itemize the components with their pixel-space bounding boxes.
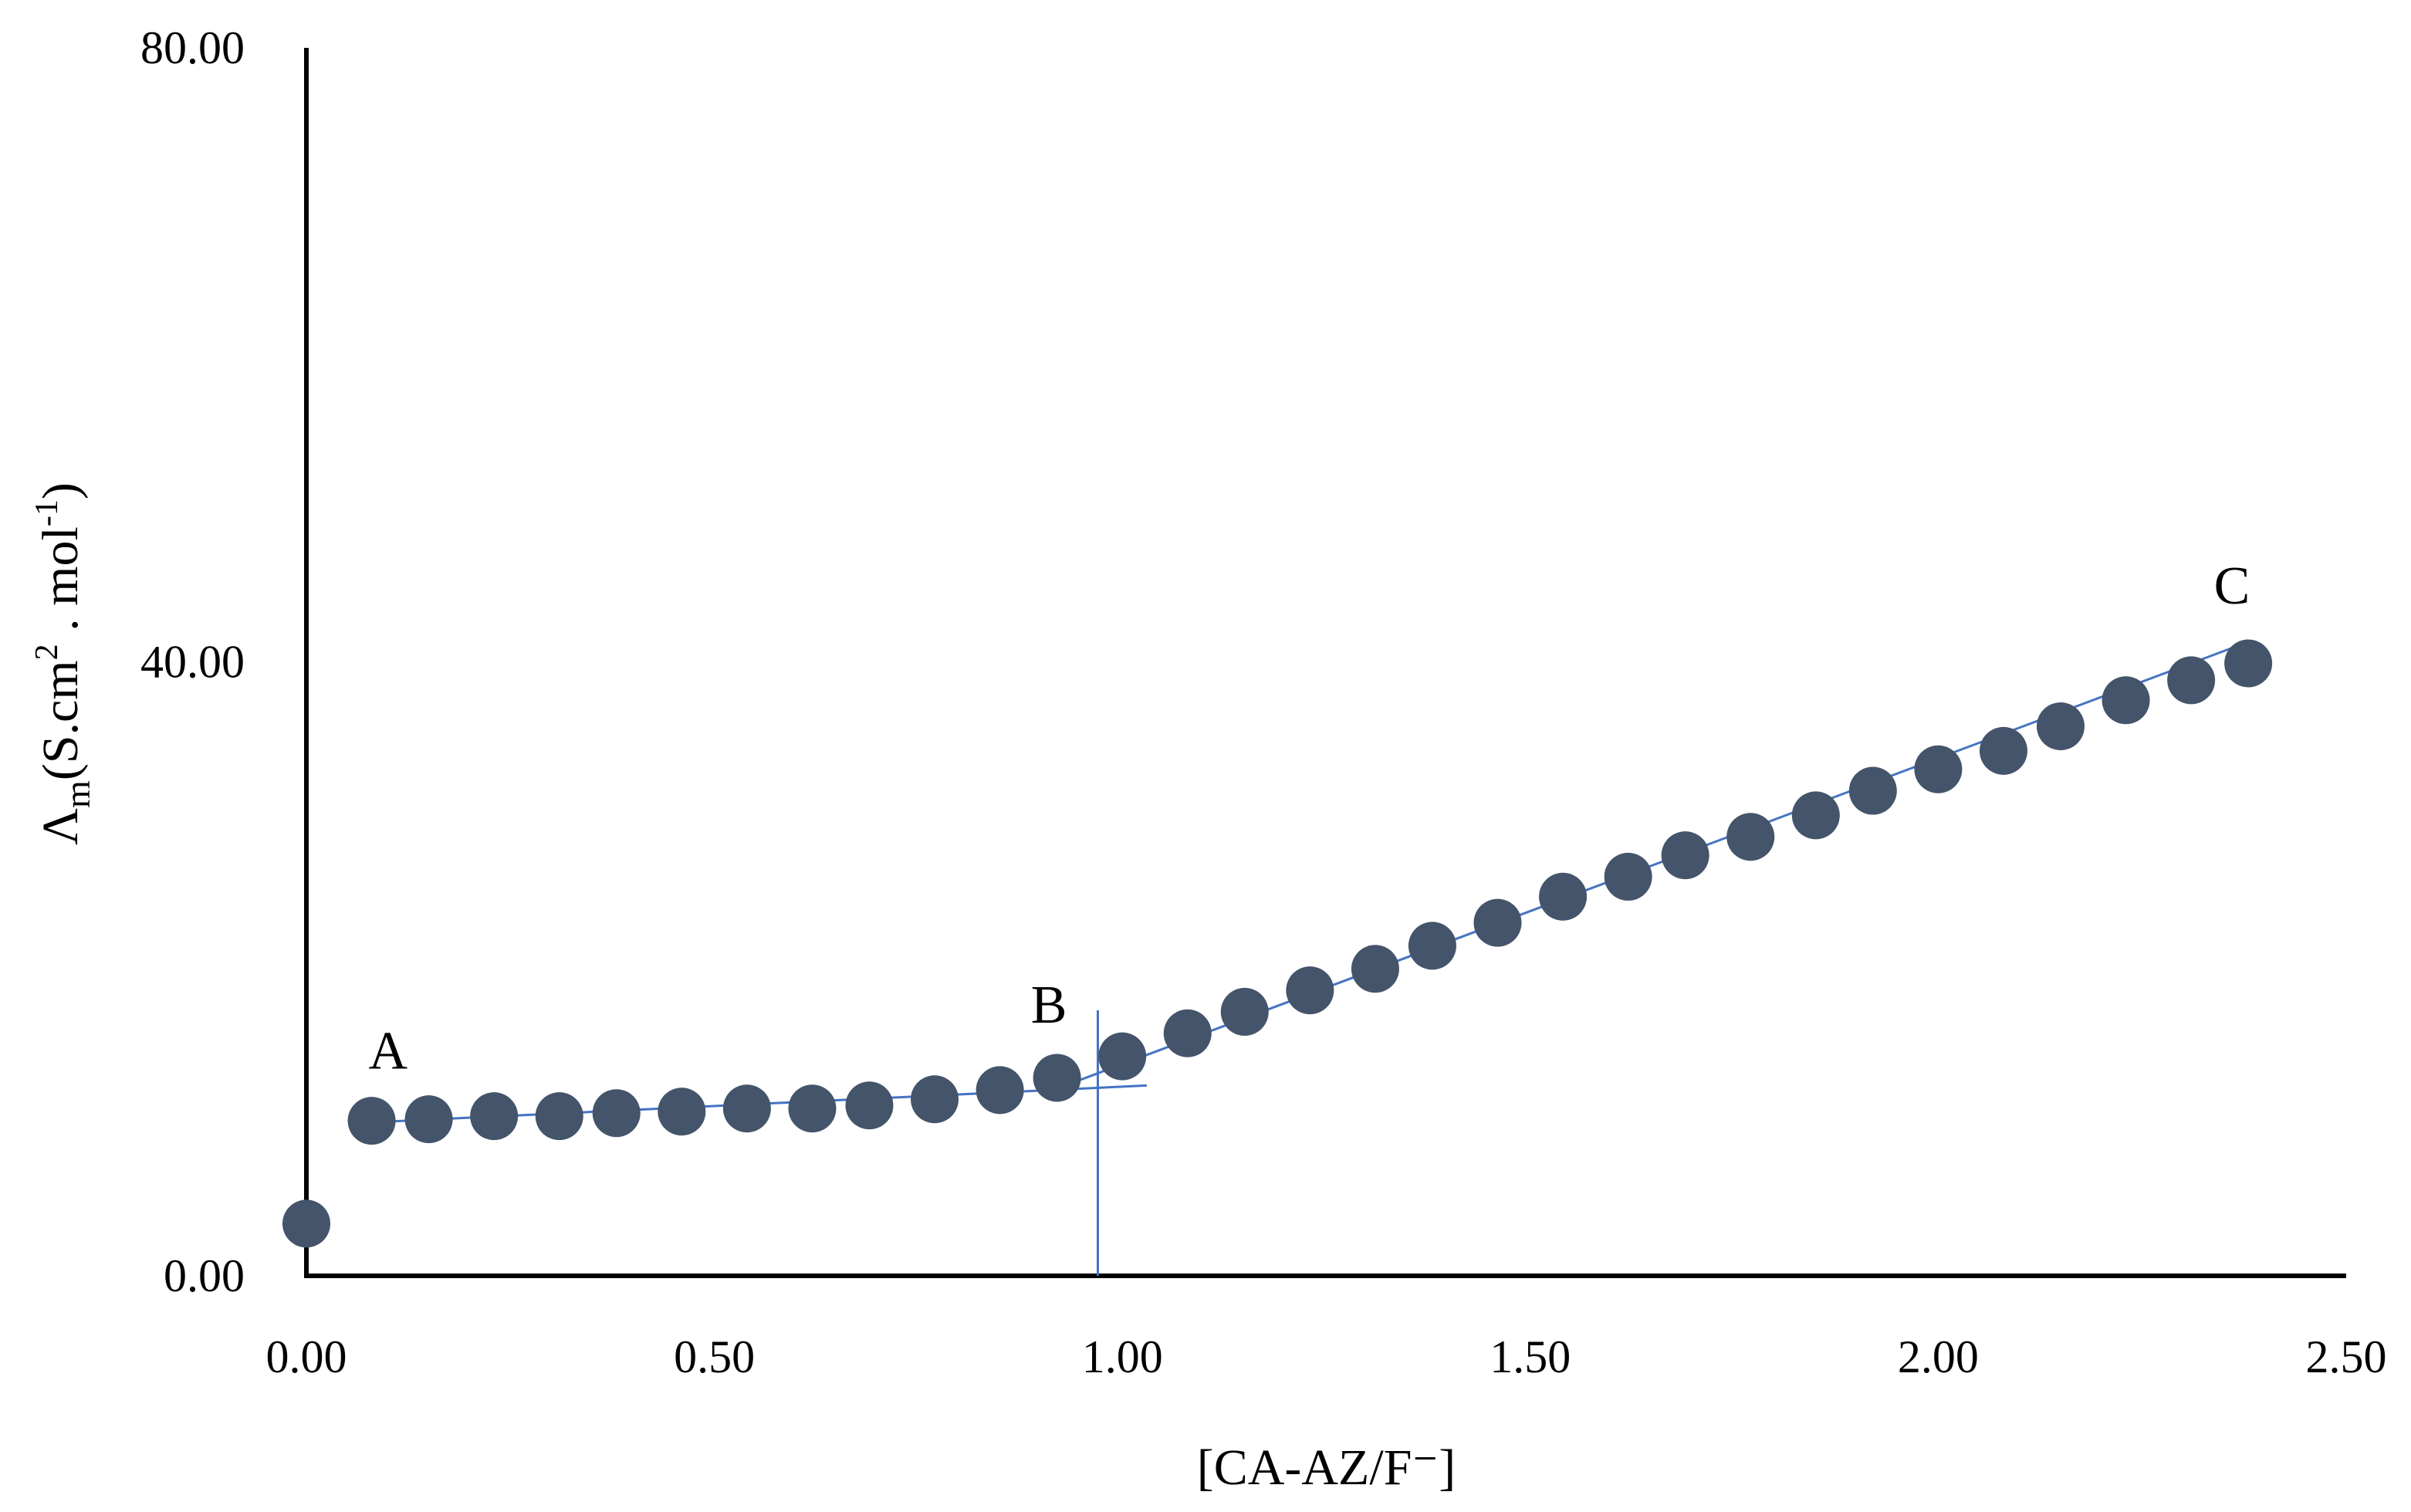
data-point	[535, 1092, 583, 1141]
y-axis-units-sup2: -1	[29, 499, 65, 526]
data-point	[2167, 656, 2216, 705]
y-axis-units-mid: . mol	[32, 526, 89, 644]
trend-lines	[371, 641, 2249, 1276]
y-axis-units-sup1: 2	[29, 644, 65, 660]
data-point	[845, 1081, 894, 1130]
data-points	[282, 639, 2273, 1248]
y-axis-symbol: Λ	[32, 808, 89, 845]
x-tick-labels: 0.00 0.50 1.00 1.50 2.00 2.50	[266, 1331, 2387, 1382]
data-point	[1726, 813, 1775, 861]
annotations: A B C	[368, 556, 2250, 1081]
data-point	[2224, 639, 2273, 688]
data-point	[1163, 1009, 1212, 1057]
y-tick-label: 0.00	[164, 1250, 245, 1301]
y-axis-subscript: m	[58, 780, 97, 808]
data-point	[282, 1199, 330, 1248]
data-point	[1661, 831, 1709, 880]
y-axis-units-end: )	[32, 482, 89, 499]
annotation-label: C	[2214, 556, 2250, 616]
data-point	[1914, 745, 1963, 793]
x-tick-label: 1.50	[1490, 1331, 1571, 1382]
y-axis-units: (S.cm	[32, 660, 89, 780]
data-point	[470, 1092, 519, 1141]
data-point	[2102, 676, 2150, 725]
data-point	[658, 1087, 706, 1136]
data-point	[1539, 872, 1588, 921]
annotation-label: A	[368, 1022, 407, 1081]
data-point	[1351, 945, 1399, 993]
x-tick-label: 0.50	[674, 1331, 755, 1382]
data-point	[722, 1084, 771, 1133]
axes	[304, 48, 2346, 1278]
data-point	[911, 1075, 959, 1124]
data-point	[592, 1089, 641, 1138]
data-point	[1286, 966, 1334, 1015]
x-axis-title: [CA-AZ/F⁻]	[1197, 1439, 1456, 1496]
y-axis-title: Λm(S.cm2 . mol-1)	[29, 482, 97, 845]
y-tick-label: 80.00	[140, 22, 245, 73]
x-tick-label: 2.00	[1898, 1331, 1979, 1382]
data-point	[1604, 852, 1652, 901]
data-point	[1408, 922, 1456, 970]
data-point	[1220, 987, 1269, 1036]
data-point	[1033, 1054, 1081, 1102]
x-tick-label: 1.00	[1082, 1331, 1163, 1382]
data-point	[976, 1066, 1024, 1115]
y-tick-labels: 0.00 40.00 80.00	[140, 22, 245, 1301]
data-point	[1473, 898, 1522, 947]
data-point	[1848, 766, 1897, 815]
x-tick-label: 0.00	[266, 1331, 347, 1382]
y-tick-label: 40.00	[140, 637, 245, 688]
annotation-label: B	[1031, 976, 1067, 1035]
data-point	[1979, 726, 2027, 775]
data-point	[1791, 791, 1840, 840]
data-point	[347, 1097, 396, 1145]
data-point	[1098, 1032, 1147, 1081]
data-point	[788, 1084, 837, 1133]
data-point	[2036, 702, 2085, 751]
data-point	[404, 1095, 453, 1144]
x-tick-label: 2.50	[2306, 1331, 2387, 1382]
